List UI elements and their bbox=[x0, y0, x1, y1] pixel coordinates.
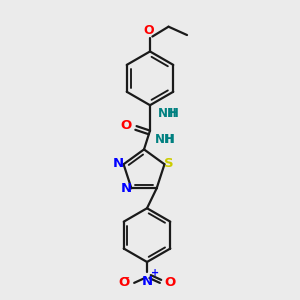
Text: S: S bbox=[164, 157, 174, 170]
Text: H: H bbox=[165, 134, 175, 146]
Text: −: − bbox=[122, 273, 130, 283]
Text: N: N bbox=[121, 182, 132, 195]
Text: NH: NH bbox=[158, 107, 178, 120]
Text: O: O bbox=[143, 24, 154, 37]
Text: NH: NH bbox=[154, 134, 174, 146]
Text: H: H bbox=[169, 107, 179, 120]
Text: O: O bbox=[164, 276, 175, 290]
Text: O: O bbox=[120, 119, 131, 132]
Text: N: N bbox=[142, 274, 153, 287]
Text: O: O bbox=[118, 276, 130, 290]
Text: +: + bbox=[151, 268, 159, 278]
Text: N: N bbox=[113, 157, 124, 170]
